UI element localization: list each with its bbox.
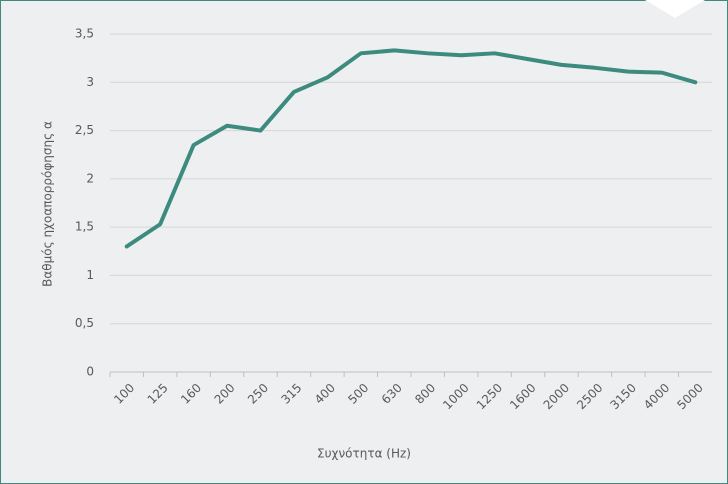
y-tick-label: 2,5 xyxy=(75,123,94,137)
corner-notch xyxy=(645,0,705,18)
y-tick-label: 0,5 xyxy=(75,316,94,330)
y-axis-label: Βαθμός ηχοαπορρόφησης α xyxy=(41,121,55,287)
y-tick-label: 0 xyxy=(86,365,94,379)
data-line xyxy=(124,48,698,249)
y-tick-label: 1 xyxy=(86,268,94,282)
x-axis-label: Συχνότητα (Hz) xyxy=(317,447,411,461)
y-tick-label: 1,5 xyxy=(75,220,94,234)
y-tick-label: 3 xyxy=(86,75,94,89)
y-tick-label: 2 xyxy=(86,171,94,185)
y-tick-label: 3,5 xyxy=(75,27,94,41)
